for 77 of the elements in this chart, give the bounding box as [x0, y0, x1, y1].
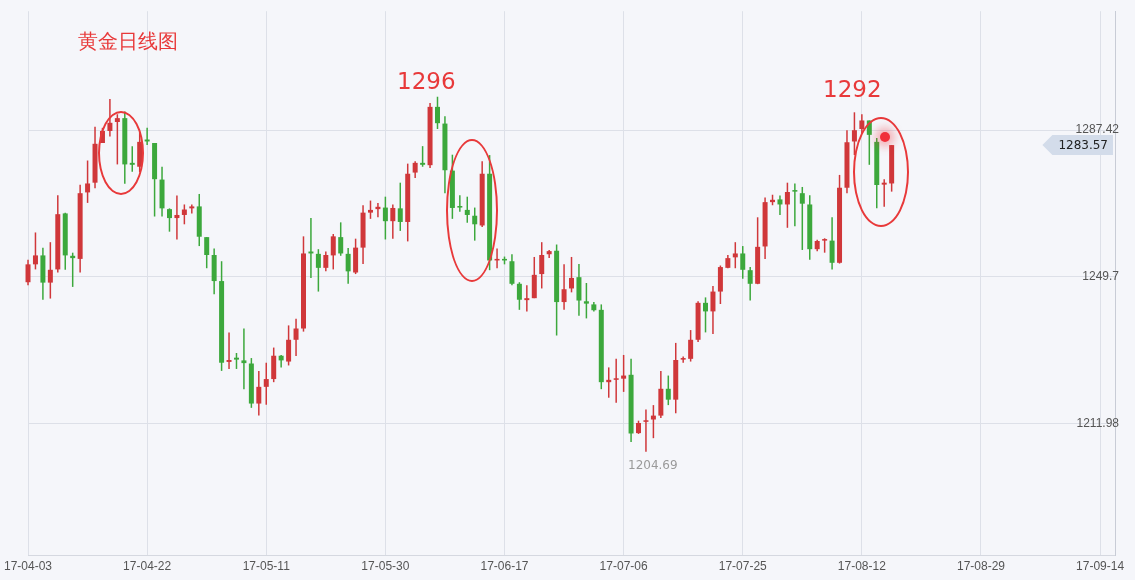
- candlestick: [732, 241, 738, 269]
- candlestick: [204, 236, 210, 269]
- x-tick-label: 17-09-14: [1076, 559, 1125, 574]
- candlestick: [703, 296, 709, 334]
- candlestick: [881, 178, 887, 208]
- x-tick-label: 17-07-25: [718, 559, 768, 574]
- x-tick-label: 17-05-11: [242, 559, 291, 574]
- candlestick: [241, 327, 247, 390]
- annotation: 1204.69: [628, 458, 678, 472]
- candlestick: [524, 284, 530, 313]
- candlestick: [189, 203, 195, 215]
- y-tick-label: 1287.42: [1075, 122, 1120, 137]
- annotation: 1296: [397, 68, 456, 94]
- candlestick: [382, 195, 388, 241]
- candlestick: [613, 358, 619, 404]
- y-tick-label: 1211.98: [1076, 415, 1120, 430]
- x-tick-label: 17-06-17: [480, 559, 529, 574]
- candlestick: [263, 361, 269, 406]
- candlestick: [472, 206, 478, 242]
- candlestick: [569, 256, 575, 294]
- candlestick: [397, 181, 403, 232]
- x-tick-label: 17-07-06: [599, 559, 648, 574]
- annotation: 1292: [823, 76, 882, 102]
- candlestick: [293, 318, 299, 357]
- candlestick: [665, 374, 671, 406]
- candlestick: [367, 199, 373, 220]
- x-tick-label: 17-08-29: [956, 559, 1006, 574]
- candlestick: [286, 324, 292, 367]
- candlestick: [531, 256, 537, 299]
- annotation: 1283.57: [1042, 135, 1113, 156]
- candlestick: [315, 248, 321, 293]
- candlestick: [114, 113, 120, 166]
- candlestick: [539, 241, 545, 290]
- x-tick-label: 17-05-30: [361, 559, 410, 574]
- candlestick: [420, 145, 426, 168]
- candlestick: [107, 98, 113, 138]
- candlestick: [688, 329, 694, 363]
- candlestick: [740, 245, 746, 280]
- candlestick: [643, 408, 649, 453]
- candlestick: [85, 159, 91, 204]
- candlestick: [338, 221, 344, 257]
- candlestick: [784, 181, 790, 229]
- candlestick: [435, 96, 440, 130]
- candlestick: [799, 186, 805, 251]
- candlestick: [710, 285, 716, 335]
- candlestick: [777, 194, 783, 216]
- candlestick: [174, 194, 180, 241]
- candlestick: [47, 241, 53, 300]
- candlestick: [650, 404, 656, 439]
- candlestick: [583, 282, 589, 320]
- y-tick-label: 1249.7: [1082, 269, 1120, 284]
- candlestick: [129, 145, 135, 173]
- x-tick-label: 17-08-12: [837, 559, 887, 574]
- candlestick: [509, 253, 515, 287]
- x-tick-label: 17-04-22: [123, 559, 172, 574]
- candlestick: [181, 203, 187, 226]
- candlestick: [464, 195, 470, 224]
- candlestick: [330, 233, 336, 271]
- candlestick: [792, 182, 798, 227]
- candlestick: [271, 346, 277, 383]
- candlestick: [747, 266, 753, 302]
- candlestick: [829, 216, 835, 271]
- candlestick: [516, 281, 522, 311]
- candlestick: [25, 258, 31, 287]
- candlestick: [457, 194, 463, 213]
- x-tick-label: 17-04-03: [3, 559, 53, 574]
- candlestick: [576, 263, 582, 317]
- candlestick: [561, 263, 567, 311]
- candlestick: [390, 203, 396, 240]
- candlestick: [166, 207, 172, 233]
- candlestick: [226, 331, 232, 370]
- candlestick: [32, 231, 38, 271]
- text: 黄金日线图: [78, 29, 179, 54]
- candlestick: [256, 370, 262, 417]
- candlestick: [323, 250, 329, 273]
- candlestick: [621, 354, 627, 393]
- candlestick: [345, 247, 351, 285]
